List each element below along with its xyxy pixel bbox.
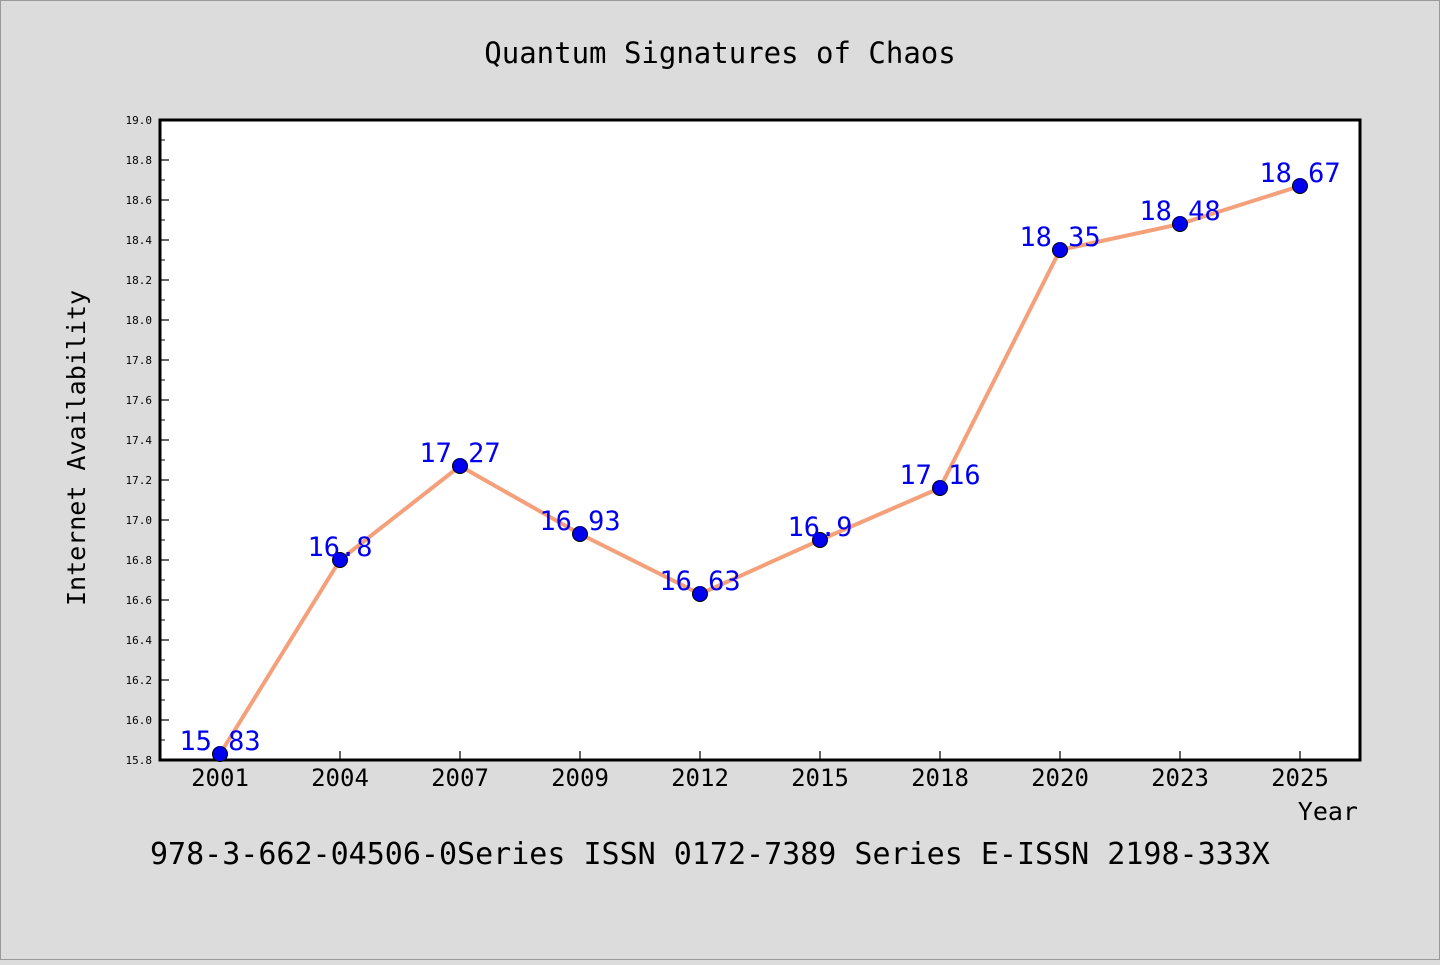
y-tick-label: 18.0 (126, 314, 153, 327)
y-tick-label: 16.8 (126, 554, 153, 567)
y-axis-label: Internet Availability (62, 290, 91, 606)
data-point (1052, 242, 1068, 258)
y-tick-label: 18.4 (126, 234, 153, 247)
data-point (812, 532, 828, 548)
y-tick-label: 17.2 (126, 474, 153, 487)
data-label: 16.9 (787, 512, 852, 543)
y-tick-label: 16.4 (126, 634, 153, 647)
data-label: 17.16 (899, 460, 980, 491)
x-tick-label: 2004 (311, 764, 369, 792)
data-label: 16.63 (659, 566, 740, 597)
data-point (692, 586, 708, 602)
y-tick-label: 18.8 (126, 154, 153, 167)
x-axis-label: Year (1298, 797, 1358, 826)
data-point (1292, 178, 1308, 194)
data-markers (212, 178, 1308, 762)
x-axis: 2001 2004 2007 2009 2012 2015 2018 2020 2023 2025 (191, 751, 1329, 792)
data-label: 18.35 (1019, 222, 1100, 253)
y-axis: 15.8 16.0 16.2 16.4 16.6 16.8 17.0 17.2 17.4 17.6… (126, 114, 169, 767)
data-point (572, 526, 588, 542)
series-line (218, 184, 1301, 756)
y-tick-label: 19.0 (126, 114, 153, 127)
data-point (212, 746, 228, 762)
x-tick-label: 2023 (1151, 764, 1209, 792)
y-tick-label: 18.2 (126, 274, 153, 287)
data-labels: 15.83 16.8 17.27 16.93 16.63 16.9 17.16 18.35 18… (179, 158, 1340, 757)
x-tick-label: 2009 (551, 764, 609, 792)
y-tick-label: 17.8 (126, 354, 153, 367)
y-tick-label: 16.2 (126, 674, 153, 687)
y-tick-label: 16.0 (126, 714, 153, 727)
y-tick-label: 17.4 (126, 434, 153, 447)
y-tick-label: 18.6 (126, 194, 153, 207)
data-label: 17.27 (419, 438, 500, 469)
x-tick-label: 2012 (671, 764, 729, 792)
data-point (932, 480, 948, 496)
x-tick-label: 2018 (911, 764, 969, 792)
y-tick-label: 17.0 (126, 514, 153, 527)
data-label: 18.48 (1139, 196, 1220, 227)
data-label: 15.83 (179, 726, 260, 757)
data-point (332, 552, 348, 568)
data-label: 16.93 (539, 506, 620, 537)
data-point (452, 458, 468, 474)
data-label: 16.8 (307, 532, 372, 563)
x-tick-label: 2007 (431, 764, 489, 792)
y-tick-label: 16.6 (126, 594, 153, 607)
x-tick-label: 2020 (1031, 764, 1089, 792)
x-tick-label: 2001 (191, 764, 249, 792)
chart-title: Quantum Signatures of Chaos (484, 36, 955, 70)
x-tick-label: 2025 (1271, 764, 1329, 792)
y-tick-label: 15.8 (126, 754, 153, 767)
x-tick-label: 2015 (791, 764, 849, 792)
footer-text: 978-3-662-04506-0Series ISSN 0172-7389 S… (150, 837, 1270, 872)
data-point (1172, 216, 1188, 232)
data-label: 18.67 (1259, 158, 1340, 189)
y-tick-label: 17.6 (126, 394, 153, 407)
